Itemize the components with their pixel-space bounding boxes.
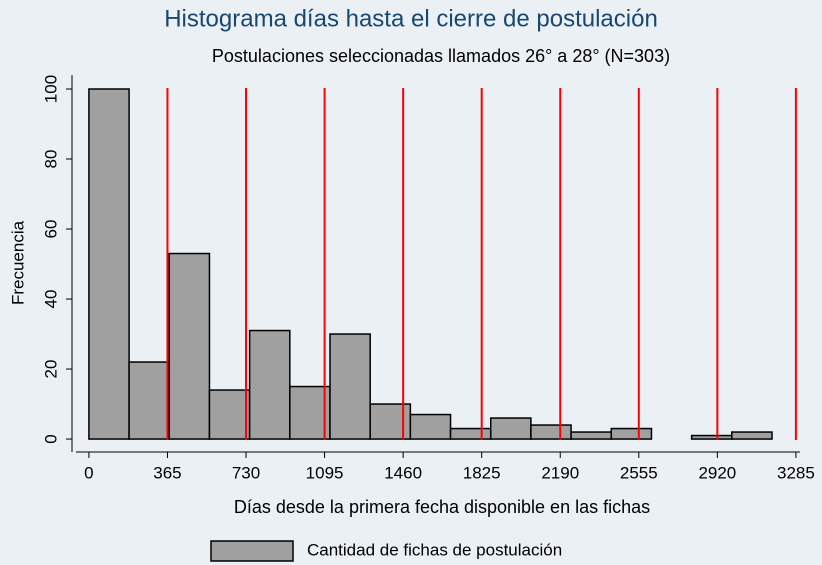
bar bbox=[329, 333, 371, 440]
x-tick-label: 1095 bbox=[306, 463, 344, 482]
bar bbox=[128, 361, 171, 440]
y-tick-label: 100 bbox=[41, 75, 60, 103]
legend-swatch bbox=[210, 540, 294, 562]
x-tick-label: 730 bbox=[232, 463, 260, 482]
bar bbox=[570, 431, 613, 440]
x-tick-label: 2555 bbox=[620, 463, 658, 482]
y-tick-label: 60 bbox=[41, 220, 60, 239]
bar bbox=[610, 427, 653, 440]
bar bbox=[409, 413, 452, 440]
chart-title: Histograma días hasta el cierre de postu… bbox=[164, 5, 658, 32]
x-tick-label: 0 bbox=[84, 463, 93, 482]
bar bbox=[208, 389, 251, 440]
bar bbox=[248, 329, 291, 440]
bar bbox=[369, 403, 412, 440]
y-tick-label: 0 bbox=[41, 434, 60, 443]
bar bbox=[449, 427, 492, 440]
bar bbox=[489, 417, 532, 440]
bar bbox=[168, 252, 211, 440]
x-tick-label: 365 bbox=[153, 463, 181, 482]
x-tick-label: 1460 bbox=[384, 463, 422, 482]
x-tick-label: 2190 bbox=[541, 463, 579, 482]
x-tick-label: 1825 bbox=[463, 463, 501, 482]
y-tick-label: 40 bbox=[41, 290, 60, 309]
chart-subtitle: Postulaciones seleccionadas llamados 26°… bbox=[212, 46, 670, 66]
legend-label: Cantidad de fichas de postulación bbox=[307, 540, 562, 559]
bar bbox=[690, 434, 733, 440]
x-tick-label: 3285 bbox=[777, 463, 815, 482]
y-tick-label: 80 bbox=[41, 150, 60, 169]
bar bbox=[88, 88, 130, 440]
y-tick-label: 20 bbox=[41, 360, 60, 379]
bar bbox=[731, 431, 773, 440]
bar bbox=[530, 424, 572, 440]
y-axis-label: Frecuencia bbox=[8, 220, 27, 305]
x-axis-label: Días desde la primera fecha disponible e… bbox=[234, 497, 650, 517]
x-tick-label: 2920 bbox=[698, 463, 736, 482]
